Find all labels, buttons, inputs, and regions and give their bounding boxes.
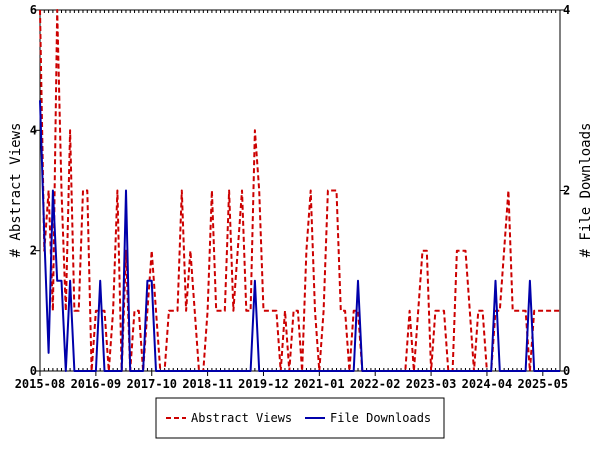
series-line-file-downloads [39,100,560,372]
legend-box [155,397,445,439]
labels-layer: # Abstract Views # File Downloads [8,123,594,258]
series-line-abstract-views [39,9,560,372]
x-tick-label: 2025-05 [518,377,569,391]
x-tick-label: 2015-08 [15,377,66,391]
axes-layer: 2015-08 2016-09 2017-10 2018-11 2019-12 2021-… [15,3,571,391]
x-tick-label: 2018-11 [182,377,233,391]
y2-tick-label: 0 [563,364,570,378]
legend: Abstract Views File Downloads [155,397,445,439]
y2-axis-label: # File Downloads [578,123,594,258]
x-tick-label: 2024-04 [462,377,513,391]
y-tick-label: 2 [30,244,37,258]
x-tick-label: 2021-01 [294,377,345,391]
x-tick-label: 2022-02 [350,377,401,391]
y-tick-label: 0 [30,364,37,378]
y2-tick-label: 4 [563,3,570,17]
y-axis-label: # Abstract Views [8,123,24,258]
y2-tick-label: 2 [563,184,570,198]
series-layer [39,9,560,372]
x-tick-label: 2016-09 [71,377,122,391]
y-tick-label: 4 [30,123,37,137]
x-tick-label: 2023-03 [406,377,457,391]
y-tick-label: 6 [30,3,37,17]
legend-label-abstract-views: Abstract Views [191,411,292,425]
x-tick-label: 2019-12 [238,377,289,391]
x-tick-label: 2017-10 [126,377,177,391]
legend-label-file-downloads: File Downloads [330,411,431,425]
